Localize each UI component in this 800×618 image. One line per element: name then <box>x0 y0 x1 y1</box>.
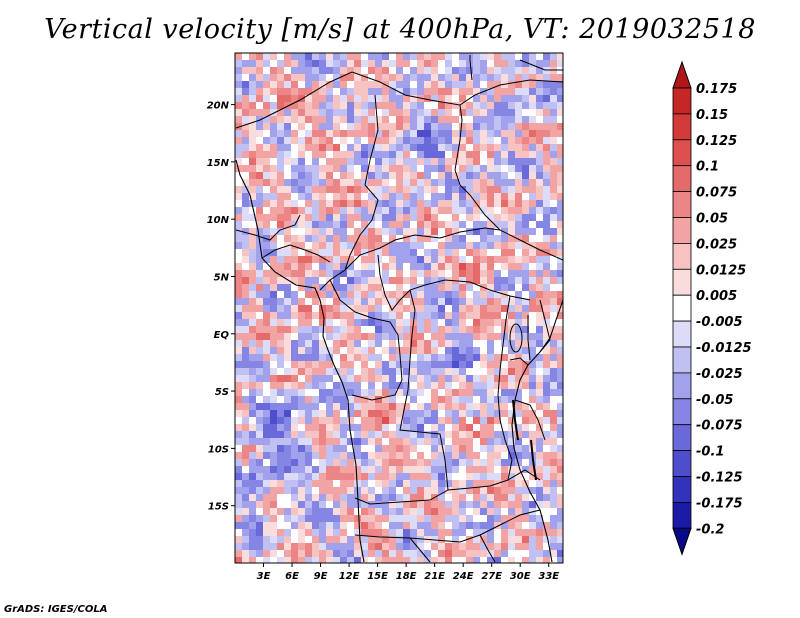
colorbar-swatch <box>672 165 692 192</box>
border-line <box>509 357 546 441</box>
border-line <box>527 299 551 361</box>
colorbar-label: 0.005 <box>696 289 737 304</box>
x-tick-label: 3E <box>257 571 271 582</box>
y-tick-label: 5N <box>214 272 230 283</box>
colorbar-swatch <box>672 113 692 141</box>
colorbar-swatch <box>672 372 692 400</box>
x-tick-label: 12E <box>339 571 360 582</box>
colorbar-label: 0.125 <box>696 134 737 149</box>
colorbar-swatch <box>672 294 692 322</box>
border-line <box>447 469 541 491</box>
colorbar-label: -0.2 <box>696 522 724 537</box>
chart-title: Vertical velocity [m/s] at 400hPa, VT: 2… <box>44 14 756 45</box>
colorbar-swatch <box>672 320 692 348</box>
colorbar-arrow-bottom <box>672 527 692 556</box>
grads-credit: GrADS: IGES/COLA <box>4 604 108 615</box>
x-tick-label: 15E <box>367 571 388 582</box>
y-tick-label: 5S <box>215 387 229 398</box>
lake-malawi <box>530 439 537 481</box>
colorbar-label: -0.1 <box>696 445 724 460</box>
border-line <box>235 214 301 241</box>
colorbar-label: 0.15 <box>696 108 728 123</box>
colorbar-swatch <box>672 191 692 218</box>
velocity-field <box>235 53 563 563</box>
x-tick-label: 27E <box>481 571 502 582</box>
country-borders <box>235 55 563 563</box>
colorbar-label: -0.025 <box>696 367 743 382</box>
colorbar-swatch <box>672 139 692 167</box>
x-tick-label: 9E <box>314 571 328 582</box>
y-tick-label: 15S <box>208 502 229 513</box>
border-line <box>329 279 403 401</box>
border-line <box>409 534 496 563</box>
colorbar-label: -0.125 <box>696 471 743 486</box>
y-tick-label: 10S <box>208 444 229 455</box>
x-tick-label: 21E <box>424 571 445 582</box>
colorbar-arrow-top <box>672 60 692 89</box>
border-line <box>261 244 331 263</box>
colorbar-swatch <box>672 450 692 477</box>
y-tick-label: 10N <box>207 215 230 226</box>
colorbar-swatch <box>672 87 692 115</box>
colorbar-label: 0.175 <box>696 82 737 97</box>
lake-victoria <box>509 323 523 353</box>
west-coastline <box>235 159 365 563</box>
y-axis: 20N 15N 10N 5N EQ 5S 10S 15S <box>207 101 235 513</box>
border-line <box>377 254 531 311</box>
colorbar-label: -0.005 <box>696 315 743 330</box>
colorbar-swatch <box>672 476 692 503</box>
colorbar-label: -0.175 <box>696 496 743 511</box>
lake-tanganyika <box>512 399 519 441</box>
x-tick-label: 24E <box>453 571 474 582</box>
colorbar: 0.175 0.15 0.125 0.1 0.075 0.05 0.025 0.0125 0.0… <box>672 60 752 556</box>
colorbar-swatch <box>672 242 692 270</box>
colorbar-swatch <box>672 217 692 244</box>
colorbar-swatch <box>672 501 692 529</box>
colorbar-label: 0.075 <box>696 186 737 201</box>
colorbar-swatch <box>672 398 692 426</box>
x-tick-label: 18E <box>396 571 417 582</box>
border-line <box>319 94 379 291</box>
colorbar-swatch <box>672 424 692 452</box>
colorbar-label: 0.1 <box>696 160 719 175</box>
y-tick-label: 20N <box>207 101 230 112</box>
x-tick-label: 30E <box>510 571 531 582</box>
colorbar-label: 0.025 <box>696 237 737 252</box>
colorbar-label: 0.0125 <box>696 263 746 278</box>
y-tick-label: EQ <box>214 330 230 341</box>
colorbar-swatch <box>672 268 692 296</box>
y-tick-label: 15N <box>207 158 230 169</box>
x-tick-label: 33E <box>538 571 559 582</box>
x-axis: 3E 6E 9E 12E 15E 18E 21E 24E 27E 30E 33E <box>257 563 559 582</box>
border-line <box>459 79 563 106</box>
colorbar-label: -0.075 <box>696 419 743 434</box>
border-line <box>469 55 563 81</box>
colorbar-swatch <box>672 346 692 374</box>
colorbar-label: -0.05 <box>696 393 733 408</box>
colorbar-label: -0.0125 <box>696 341 752 356</box>
border-line <box>344 227 501 271</box>
border-line <box>497 295 513 481</box>
colorbar-label: 0.05 <box>696 212 728 227</box>
x-tick-label: 6E <box>285 571 299 582</box>
border-line <box>354 289 449 505</box>
border-line <box>354 509 541 543</box>
plot-frame <box>234 52 564 564</box>
